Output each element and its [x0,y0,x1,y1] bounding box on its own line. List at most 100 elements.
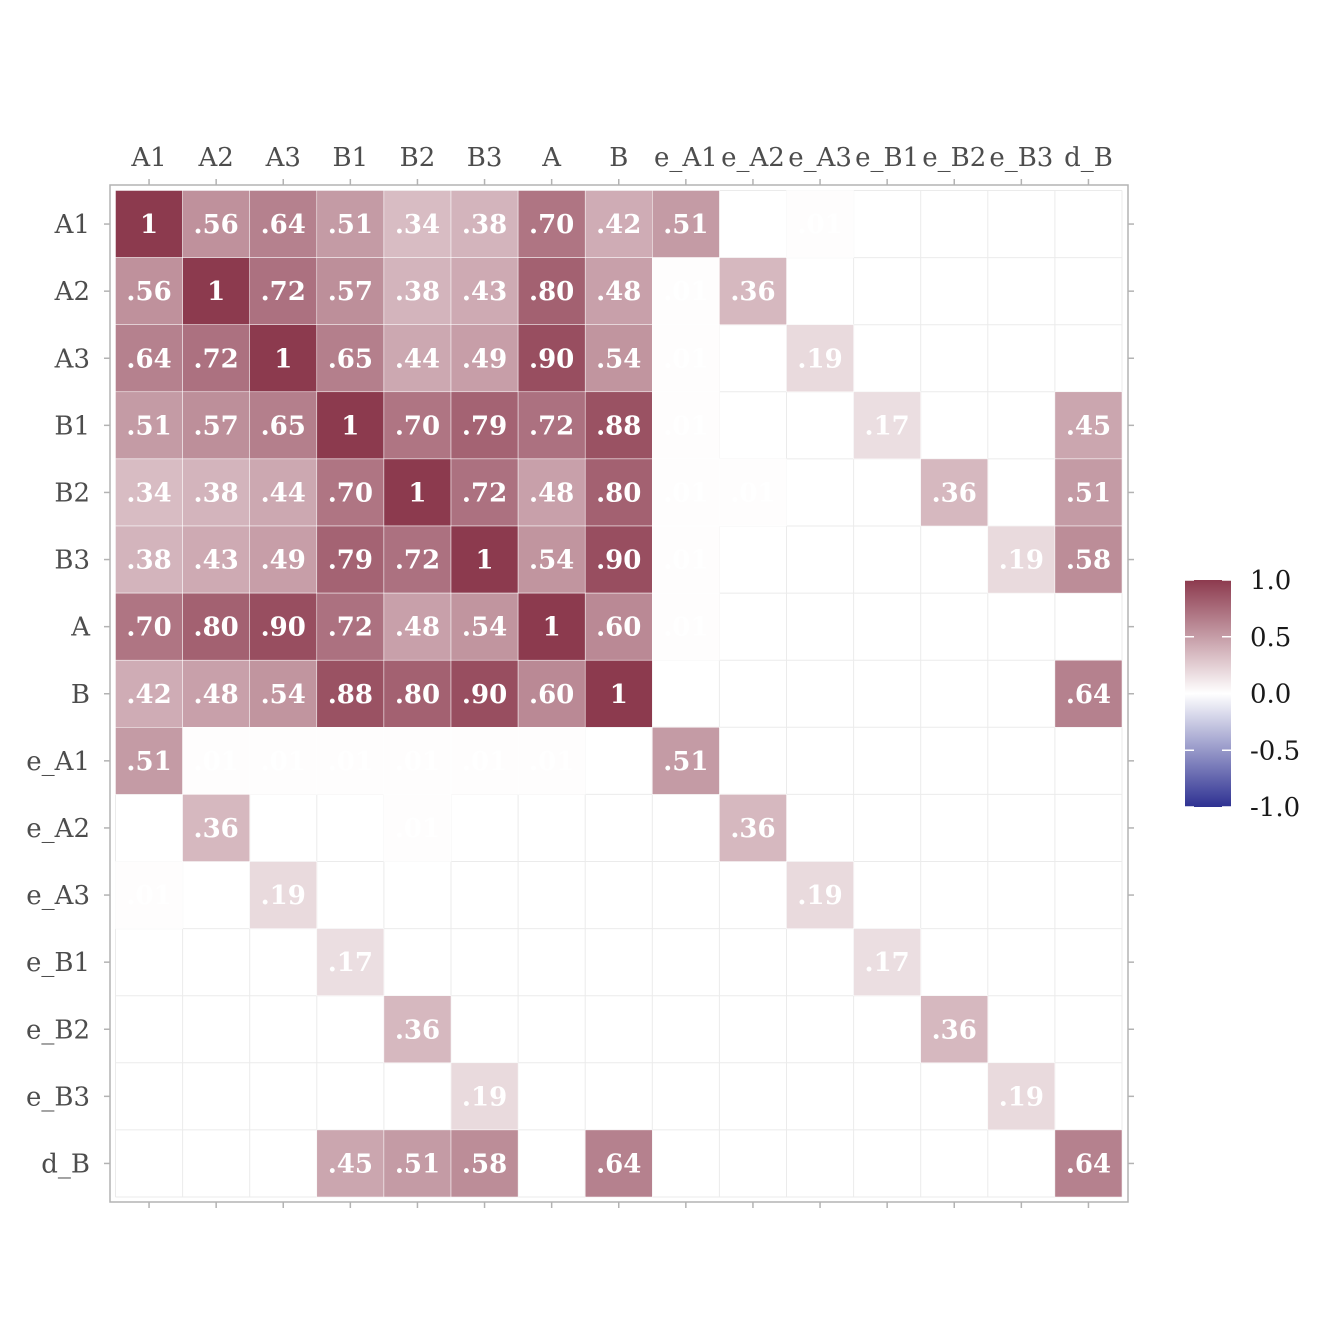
heatmap-cell [584,659,653,728]
cell-value-label: .57 [328,277,373,307]
cell-value-label: .72 [328,613,373,643]
cell-value-label: .60 [596,613,641,643]
cell-value-label: .80 [529,277,574,307]
cell-value-label: 1 [274,344,292,374]
cell-value-label: .01 [194,747,239,777]
legend-tick-label: -1.0 [1250,793,1300,823]
heatmap-cell [316,324,385,393]
cell-value-label: .51 [663,210,708,240]
cell-value-label: .90 [261,613,306,643]
heatmap-cell [450,458,519,527]
cell-value-label: .17 [865,411,910,441]
cell-value-label: .36 [194,814,239,844]
heatmap-cell [383,458,452,527]
cell-value-label: .44 [395,344,440,374]
heatmap-cell [115,257,183,325]
y-tick-label: B3 [54,546,90,576]
heatmap-cell [249,727,318,795]
cell-value-label: .57 [194,411,239,441]
y-axis-labels: A1 A2 A3 B1 B2 B3 A Be_A1 e_A2 e_A3 e_B1 e_B2 e_B3 d_… [26,210,91,1179]
cell-value-label: .38 [462,210,507,240]
cell-value-label: .79 [328,546,373,576]
cell-value-label: .34 [126,478,171,508]
cell-value-label: .90 [596,546,641,576]
cell-value-label: .58 [1066,546,1111,576]
cell-value-label: .51 [126,411,171,441]
heatmap-cell [786,324,854,393]
cell-value-label: .42 [596,210,641,240]
cell-value-label: .01 [663,478,708,508]
y-tick-label: e_A3 [26,881,90,911]
heatmap-cell [853,391,921,460]
heatmap-cell [383,525,452,594]
cell-value-label: .72 [395,546,440,576]
y-tick-label: e_A2 [26,814,90,844]
cell-value-label: .01 [395,747,440,777]
y-tick-label: A2 [54,277,90,307]
heatmap-cell [182,458,250,527]
heatmap-cell [652,592,720,661]
cell-value-label: .49 [261,546,306,576]
cell-value-label: .54 [261,680,306,710]
cell-value-label: .51 [395,1149,440,1179]
cell-value-label: .01 [797,210,842,240]
cell-value-label: .44 [261,478,306,508]
cell-value-label: .51 [328,210,373,240]
heatmap-cell [383,659,452,728]
y-tick-label: e_B2 [26,1015,90,1045]
cell-value-label: .60 [529,680,574,710]
cell-value-label: .70 [328,478,373,508]
cell-value-label: .01 [663,411,708,441]
cell-value-label: 1 [543,613,561,643]
cell-value-label: .01 [462,747,507,777]
heatmap-cell [182,324,250,393]
heatmap-cell [383,592,452,661]
cell-value-label: .43 [194,546,239,576]
heatmap-cell [115,525,183,594]
cell-value-label: .19 [797,881,842,911]
heatmap-cell [182,794,250,862]
cell-value-label: .54 [529,546,574,576]
heatmap-cell [584,324,653,393]
cell-value-label: .17 [328,948,373,978]
heatmap-cell [182,592,250,661]
cell-value-label: .01 [663,344,708,374]
x-tick-label: A3 [265,143,301,173]
cell-value-label: .36 [730,277,775,307]
cell-value-label: .01 [663,546,708,576]
heatmap-cell [383,257,452,325]
heatmap-cell [517,190,586,258]
cell-value-label: .70 [126,613,171,643]
legend-ticks [1185,579,1231,808]
cell-value-label: .64 [1066,1149,1111,1179]
heatmap-cell [450,391,519,460]
heatmap-cell [987,1062,1056,1131]
heatmap-cell [517,257,586,325]
cell-value-label: .01 [328,747,373,777]
legend-labels: 1.0 0.5 0.0 -0.5 -1.0 [1250,566,1300,823]
heatmap-cell [1054,525,1123,594]
cell-value-label: .19 [999,546,1044,576]
heatmap-cell [450,1129,519,1198]
heatmap-cell [719,257,787,325]
cell-value-label: 1 [207,277,225,307]
heatmap-cell [383,995,452,1064]
heatmap-cell [517,391,586,460]
cell-value-label: .42 [126,680,171,710]
cell-value-label: .72 [261,277,306,307]
cell-value-label: .64 [126,344,171,374]
x-tick-label: B3 [467,143,503,173]
heatmap-cell [786,861,854,929]
heatmap-cell [383,727,452,795]
heatmap-cell [316,458,385,527]
cell-value-label: .58 [462,1149,507,1179]
y-tick-label: A [70,613,91,643]
heatmap-cell [517,659,586,728]
cell-value-label: .38 [395,277,440,307]
legend-tick-label: -0.5 [1250,736,1300,766]
x-tick-label: A2 [197,143,233,173]
cell-value-label: .01 [529,747,574,777]
heatmap-cell [853,928,921,996]
